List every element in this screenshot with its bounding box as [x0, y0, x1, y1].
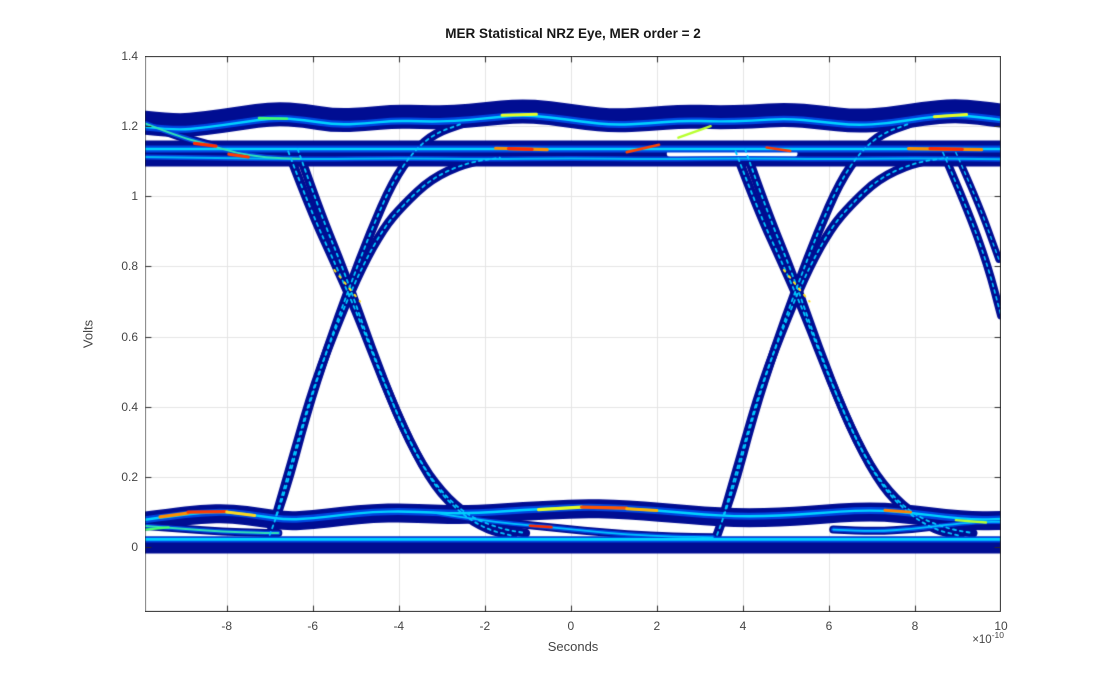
x-tick-label: 4 — [739, 619, 747, 633]
x-tick-label: -8 — [221, 619, 233, 633]
x-tick-label: 2 — [653, 619, 661, 633]
plot-title: MER Statistical NRZ Eye, MER order = 2 — [445, 26, 701, 41]
x-tick-label: -6 — [307, 619, 319, 633]
y-tick-label: 1.4 — [121, 49, 138, 63]
y-tick-label: 0.2 — [121, 469, 138, 484]
y-tick-label: 0 — [131, 540, 138, 555]
y-tick-label: 1 — [131, 189, 138, 204]
y-tick-label: 0.4 — [121, 399, 138, 414]
x-tick-label: -2 — [479, 619, 491, 633]
x-axis-exponent: ×10-10 — [900, 630, 1004, 646]
eye-diagram-plot-area — [145, 56, 1001, 612]
y-tick-label: 1.2 — [121, 119, 138, 134]
x-tick-label: 6 — [825, 619, 833, 633]
exponent-prefix: ×10 — [972, 633, 992, 646]
y-tick-label: 0.6 — [121, 329, 138, 344]
y-axis-label: Volts — [80, 319, 96, 349]
x-tick-label: 8 — [911, 619, 919, 633]
x-axis-label: Seconds — [547, 639, 599, 654]
x-tick-label: 10 — [994, 619, 1008, 633]
x-tick-label: 0 — [567, 619, 575, 633]
y-tick-label: 0.8 — [121, 259, 138, 274]
x-tick-label: -4 — [393, 619, 405, 633]
exponent-value: -10 — [991, 630, 1004, 640]
